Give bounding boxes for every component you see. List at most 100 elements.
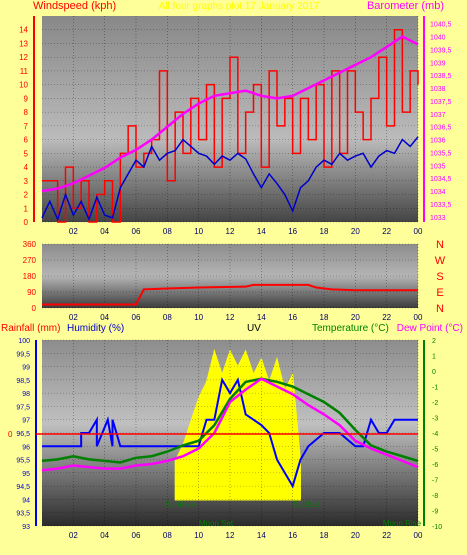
humidity-tick-label: 94,5 bbox=[16, 484, 30, 491]
windspeed-axis-title: Windspeed (kph) bbox=[33, 0, 116, 12]
x-tick-label: 04 bbox=[100, 313, 109, 322]
x-tick-label: 16 bbox=[288, 227, 297, 236]
temperature-axis-title: Temperature (°C) bbox=[312, 323, 389, 334]
windspeed-tick-label: 13 bbox=[19, 39, 28, 48]
x-tick-label: 04 bbox=[100, 227, 109, 236]
x-tick-label: 08 bbox=[163, 531, 172, 540]
temperature-tick-label: -6 bbox=[432, 462, 438, 469]
x-tick-label: 06 bbox=[132, 227, 141, 236]
sunrise-label: SunRise bbox=[165, 500, 196, 509]
x-tick-label: 22 bbox=[382, 313, 391, 322]
moonrise-label: Moon Rise bbox=[383, 519, 422, 528]
temperature-tick-label: -1 bbox=[432, 385, 438, 392]
compass-label: W bbox=[435, 255, 446, 267]
x-tick-label: 14 bbox=[257, 531, 266, 540]
x-tick-label: 14 bbox=[257, 227, 266, 236]
rain-humidity-uv-temp-panel: 93 93,5 94 94,5 95 95,5 96 96,5 97 97,5 98 98,5 99 99… bbox=[8, 338, 442, 540]
x-tick-label: 10 bbox=[194, 313, 203, 322]
x-tick-label: 08 bbox=[163, 227, 172, 236]
temperature-tick-label: -10 bbox=[432, 524, 442, 531]
rainfall-zero-label: 0 bbox=[8, 430, 13, 439]
temperature-tick-label: 2 bbox=[432, 338, 436, 345]
uv-area bbox=[174, 349, 301, 501]
x-tick-label: 20 bbox=[351, 531, 360, 540]
barometer-series-line bbox=[41, 35, 419, 193]
temperature-tick-label: -4 bbox=[432, 431, 438, 438]
compass-label: N bbox=[436, 303, 444, 315]
x-tick-label: 10 bbox=[194, 531, 203, 540]
windspeed-tick-label: 0 bbox=[24, 218, 29, 227]
barometer-tick-label: 1038,5 bbox=[430, 73, 452, 80]
rainfall-axis-title: Rainfall (mm) bbox=[1, 323, 60, 334]
dew-point-series-line bbox=[41, 377, 419, 472]
temperature-tick-label: -5 bbox=[432, 447, 438, 454]
wind-direction-plot-area bbox=[42, 244, 418, 308]
barometer-tick-label: 1036,5 bbox=[430, 125, 452, 132]
x-tick-label: 04 bbox=[100, 531, 109, 540]
temperature-tick-label: 1 bbox=[432, 354, 436, 361]
humidity-tick-label: 100 bbox=[18, 338, 30, 345]
windspeed-tick-label: 2 bbox=[24, 191, 29, 200]
windspeed-tick-label: 11 bbox=[20, 67, 29, 76]
barometer-axis-title: Barometer (mb) bbox=[367, 0, 444, 12]
x-tick-label: 10 bbox=[194, 227, 203, 236]
x-tick-label: 14 bbox=[257, 313, 266, 322]
windspeed-tick-label: 3 bbox=[24, 177, 29, 186]
windspeed-tick-label: 14 bbox=[19, 26, 28, 35]
humidity-axis-title: Humidity (%) bbox=[67, 323, 124, 334]
windspeed-tick-label: 12 bbox=[19, 53, 28, 62]
humidity-tick-label: 95,5 bbox=[16, 458, 30, 465]
barometer-tick-label: 1034 bbox=[430, 189, 446, 196]
humidity-tick-label: 94 bbox=[22, 497, 30, 504]
humidity-tick-label: 93,5 bbox=[16, 511, 30, 518]
x-tick-label: 18 bbox=[320, 313, 329, 322]
barometer-tick-label: 1036 bbox=[430, 138, 446, 145]
windspeed-tick-label: 7 bbox=[24, 122, 29, 131]
moonset-label: Moon Set bbox=[199, 519, 234, 528]
humidity-tick-label: 96 bbox=[22, 444, 30, 451]
x-tick-label: 22 bbox=[382, 531, 391, 540]
barometer-tick-label: 1037 bbox=[430, 112, 446, 119]
humidity-tick-label: 97,5 bbox=[16, 404, 30, 411]
compass-label: N bbox=[436, 239, 444, 251]
humidity-series-line bbox=[42, 377, 418, 489]
x-tick-label: 18 bbox=[320, 531, 329, 540]
x-tick-label: 08 bbox=[163, 313, 172, 322]
compass-label: E bbox=[436, 287, 443, 299]
direction-tick-label: 360 bbox=[23, 240, 37, 249]
x-tick-label: 16 bbox=[288, 531, 297, 540]
temperature-series-line bbox=[41, 377, 419, 464]
barometer-tick-label: 1033,5 bbox=[430, 202, 452, 209]
windspeed-tick-label: 1 bbox=[24, 204, 29, 213]
humidity-tick-label: 99,5 bbox=[16, 351, 30, 358]
barometer-tick-label: 1039 bbox=[430, 60, 446, 67]
x-tick-label: 06 bbox=[132, 313, 141, 322]
gust-series-line bbox=[41, 136, 419, 222]
windspeed-tick-label: 5 bbox=[24, 149, 29, 158]
humidity-tick-label: 98,5 bbox=[16, 378, 30, 385]
x-tick-label: 12 bbox=[226, 227, 235, 236]
direction-tick-label: 270 bbox=[23, 256, 37, 265]
x-tick-label: 20 bbox=[351, 313, 360, 322]
direction-tick-label: 90 bbox=[27, 288, 36, 297]
windspeed-tick-label: 6 bbox=[24, 136, 29, 145]
x-tick-label: 02 bbox=[69, 227, 78, 236]
humidity-tick-label: 98 bbox=[22, 391, 30, 398]
direction-tick-label: 180 bbox=[23, 272, 37, 281]
windspeed-series-line bbox=[42, 28, 419, 223]
windspeed-tick-label: 8 bbox=[24, 108, 29, 117]
windspeed-tick-label: 9 bbox=[24, 94, 29, 103]
humidity-tick-label: 99 bbox=[22, 365, 30, 372]
windspeed-tick-label: 4 bbox=[24, 163, 29, 172]
graph-date-caption: All four graphs plot 17 January 2017 bbox=[159, 1, 320, 12]
wind-direction-series-line bbox=[42, 283, 418, 306]
x-tick-label: 22 bbox=[382, 227, 391, 236]
windspeed-tick-label: 10 bbox=[19, 81, 28, 90]
humidity-tick-label: 95 bbox=[22, 471, 30, 478]
sunset-label: SunSet bbox=[293, 500, 320, 509]
x-tick-label: 12 bbox=[226, 313, 235, 322]
x-tick-label: 20 bbox=[351, 227, 360, 236]
humidity-tick-label: 97 bbox=[22, 418, 30, 425]
temperature-tick-label: -3 bbox=[432, 416, 438, 423]
